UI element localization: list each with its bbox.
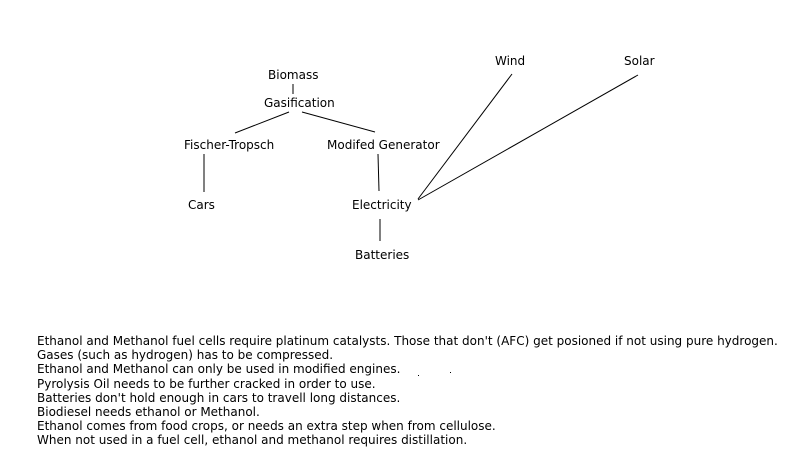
node-electricity: Electricity bbox=[352, 198, 412, 212]
note-item: Ethanol and Methanol fuel cells require … bbox=[37, 334, 778, 348]
node-modified-generator: Modifed Generator bbox=[327, 138, 440, 152]
note-item: Pyrolysis Oil needs to be further cracke… bbox=[37, 376, 376, 391]
note-item: Batteries don't hold enough in cars to t… bbox=[37, 390, 401, 405]
edge-gasification-fischer-tropsch bbox=[234, 111, 290, 134]
note-item: Ethanol and Methanol can only be used in… bbox=[37, 362, 401, 377]
node-solar: Solar bbox=[624, 54, 655, 68]
note-item: Biodiesel needs ethanol or Methanol. bbox=[37, 405, 260, 420]
note-item: Ethanol comes from food crops, or needs … bbox=[37, 419, 496, 434]
edge-solar-electricity bbox=[417, 74, 639, 201]
notes-list: Ethanol and Methanol fuel cells require … bbox=[37, 334, 778, 448]
edge-modified-generator-electricity bbox=[377, 153, 380, 192]
node-batteries: Batteries bbox=[355, 248, 410, 262]
node-gasification: Gasification bbox=[264, 96, 335, 110]
node-biomass: Biomass bbox=[268, 68, 319, 82]
note-item: Gases (such as hydrogen) has to be compr… bbox=[37, 348, 334, 363]
node-wind: Wind bbox=[495, 54, 526, 68]
edge-wind-electricity bbox=[417, 73, 513, 200]
edge-gasification-modified-generator bbox=[301, 111, 376, 133]
node-cars: Cars bbox=[188, 198, 215, 212]
node-fischer-tropsch: Fischer-Tropsch bbox=[184, 138, 275, 152]
stray-dot bbox=[418, 375, 419, 376]
note-item: When not used in a fuel cell, ethanol an… bbox=[37, 433, 468, 448]
stray-dot bbox=[450, 372, 451, 373]
